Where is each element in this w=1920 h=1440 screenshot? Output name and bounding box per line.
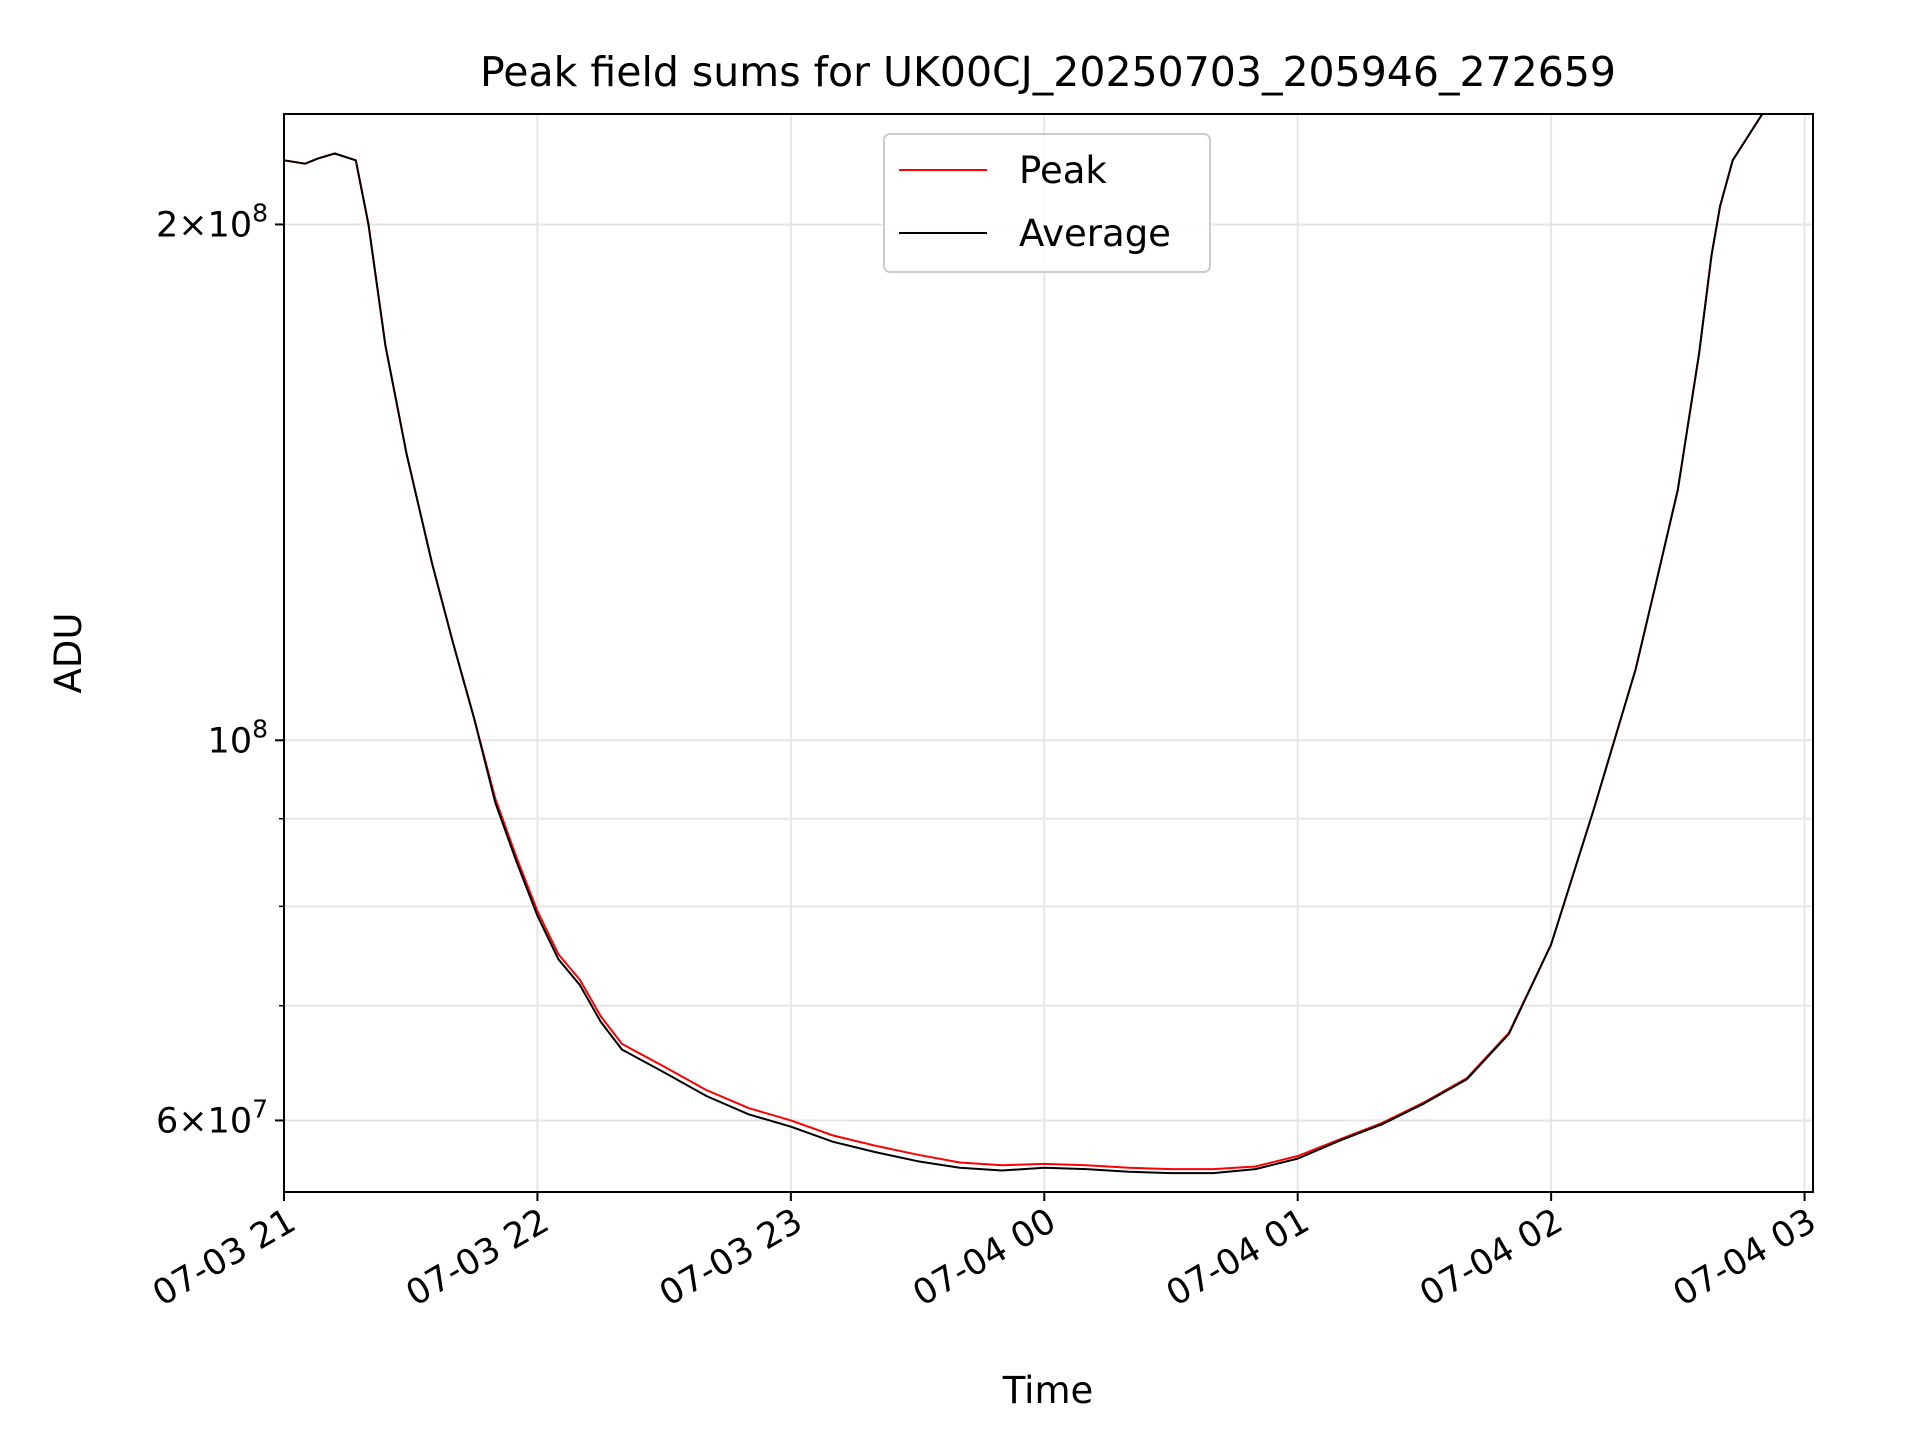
series-layer xyxy=(283,113,1813,1175)
y-tick-label: 2×108 xyxy=(156,198,268,245)
y-tick-label: 6×107 xyxy=(156,1094,268,1141)
y-axis-label: ADU xyxy=(47,613,90,694)
legend: Peak Average xyxy=(883,133,1211,273)
series-line-average xyxy=(283,113,1813,1175)
legend-label-peak: Peak xyxy=(1019,149,1107,192)
y-tick-label: 108 xyxy=(208,714,268,761)
legend-box xyxy=(883,133,1211,273)
plot-frame xyxy=(283,113,1814,1193)
legend-label-average: Average xyxy=(1019,212,1171,255)
x-axis-label: Time xyxy=(1002,1369,1094,1412)
chart-title: Peak field sums for UK00CJ_20250703_2059… xyxy=(480,48,1616,96)
